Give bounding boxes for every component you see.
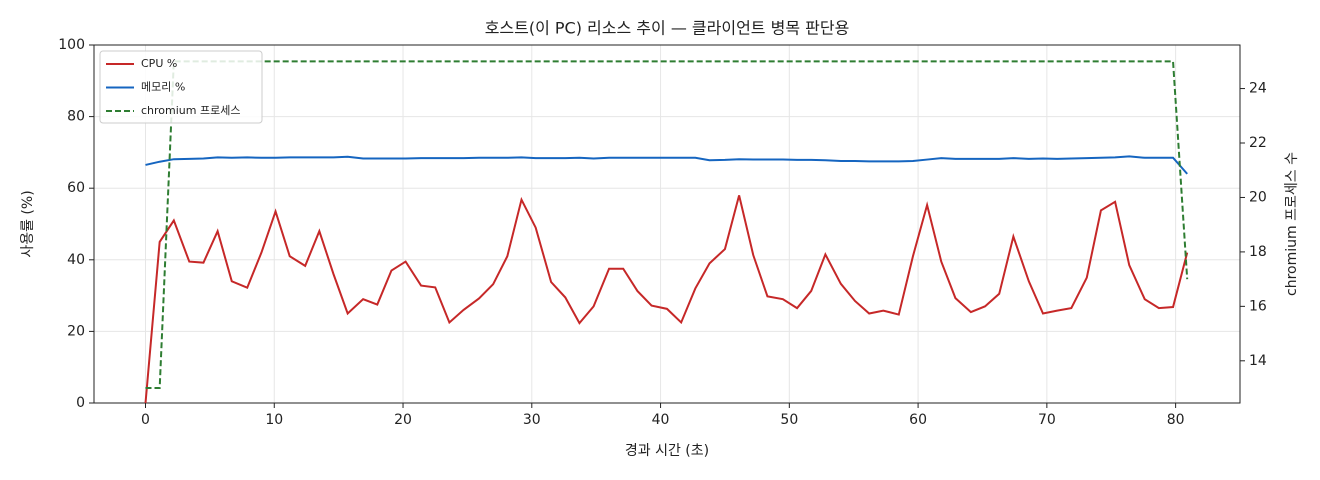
legend-label: 메모리 % [141, 81, 185, 94]
y2-tick-label: 14 [1249, 353, 1267, 369]
y-tick-label: 100 [58, 37, 85, 53]
legend-label: chromium 프로세스 [141, 104, 240, 117]
y2-tick-label: 16 [1249, 298, 1267, 314]
y-axis-label: 사용률 (%) [20, 190, 36, 257]
legend-label: CPU % [141, 57, 177, 70]
legend-box [99, 50, 263, 124]
x-tick-label: 50 [780, 412, 798, 428]
y2-tick-label: 22 [1249, 135, 1267, 151]
y-tick-label: 20 [67, 323, 85, 339]
x-tick-label: 10 [265, 412, 283, 428]
line [144, 195, 1189, 404]
y2-axis-label: chromium 프로세스 수 [1284, 152, 1300, 296]
x-tick-label: 60 [909, 412, 927, 428]
chart-title: 호스트(이 PC) 리소스 추이 — 클라이언트 병목 판단용 [485, 19, 850, 38]
y2-tick-label: 24 [1249, 81, 1267, 97]
x-tick-label: 0 [141, 412, 150, 428]
legend: CPU % 메모리 % chromium 프로세스 [99, 50, 263, 124]
x-axis-label: 경과 시간 (초) [625, 443, 709, 459]
y-tick-label: 80 [67, 109, 85, 125]
y-tick-label: 60 [67, 180, 85, 196]
x-tick-label: 20 [394, 412, 412, 428]
line [145, 155, 1188, 175]
y2-tick-label: 18 [1249, 244, 1267, 260]
x-tick-label: 80 [1167, 412, 1185, 428]
y2-tick-label: 20 [1249, 189, 1267, 205]
x-tick-label: 40 [652, 412, 670, 428]
x-tick-label: 70 [1038, 412, 1056, 428]
plot-frame [93, 44, 1241, 404]
line [145, 60, 1189, 390]
y-tick-label: 0 [76, 395, 85, 411]
x-tick-label: 30 [523, 412, 541, 428]
y-tick-label: 40 [67, 252, 85, 268]
